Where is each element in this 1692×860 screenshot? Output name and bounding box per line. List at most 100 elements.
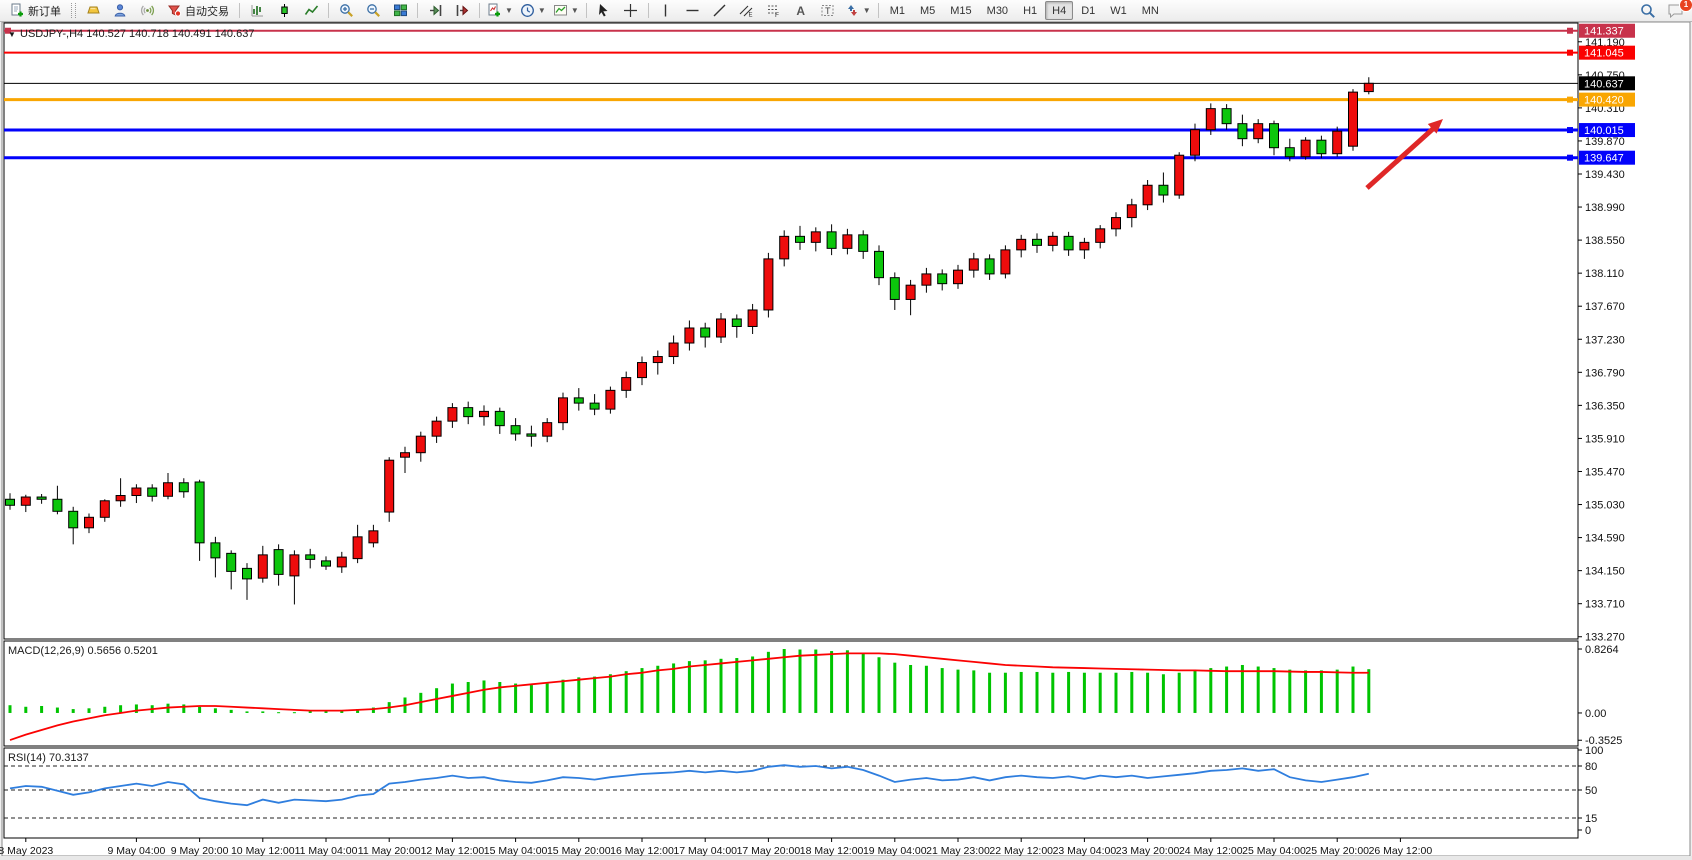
timeframe-m15-button[interactable]: M15 bbox=[950, 4, 972, 17]
periods-button[interactable]: ▼ bbox=[517, 1, 549, 21]
candle bbox=[968, 258, 979, 271]
clock-icon bbox=[520, 4, 534, 17]
candle bbox=[447, 407, 458, 422]
tile-windows-button[interactable] bbox=[387, 1, 413, 21]
bar-chart-mode-button[interactable] bbox=[244, 1, 270, 21]
candle bbox=[20, 496, 31, 506]
candle bbox=[1348, 91, 1358, 147]
timeframe-d1-button[interactable]: D1 bbox=[1081, 4, 1096, 17]
line-chart-mode-button[interactable] bbox=[298, 1, 324, 21]
timeframe-mn-button[interactable]: MN bbox=[1141, 4, 1159, 17]
profiles-button[interactable] bbox=[107, 1, 133, 21]
macd-bar bbox=[1146, 672, 1150, 713]
fibonacci-tool-button[interactable]: F bbox=[761, 1, 787, 21]
macd-bar bbox=[656, 665, 660, 713]
candle bbox=[763, 258, 774, 311]
candle bbox=[210, 542, 221, 559]
ohlc-bars-icon bbox=[251, 5, 263, 17]
metaeditor-button[interactable] bbox=[80, 1, 106, 21]
macd-bar bbox=[1098, 672, 1102, 713]
macd-bar bbox=[1256, 666, 1260, 713]
trendline-tool-button[interactable] bbox=[707, 1, 733, 21]
svg-text:141.045: 141.045 bbox=[1584, 48, 1624, 60]
vertical-line-icon bbox=[665, 4, 667, 17]
channel-icon: E bbox=[739, 5, 753, 18]
signals-button[interactable] bbox=[134, 1, 160, 21]
timeframe-m5-button[interactable]: M5 bbox=[919, 4, 936, 17]
candle bbox=[415, 435, 426, 454]
cursor-tool-button[interactable] bbox=[591, 1, 617, 21]
macd-bar bbox=[1335, 669, 1339, 713]
macd-bar bbox=[71, 709, 75, 713]
candle bbox=[352, 536, 363, 560]
macd-panel: MACD(12,26,9) 0.5656 0.5201 0.8264 0.00 -0.… bbox=[8, 644, 1622, 747]
svg-text:135.910: 135.910 bbox=[1585, 433, 1625, 445]
chat-button[interactable]: 1 bbox=[1662, 0, 1692, 21]
chart-shift-button[interactable] bbox=[449, 1, 475, 21]
svg-text:134.150: 134.150 bbox=[1585, 566, 1625, 578]
line-chart-icon bbox=[304, 5, 318, 15]
arrows-tool-button[interactable]: ▼ bbox=[842, 1, 874, 21]
text-label-tool-button[interactable]: T bbox=[815, 1, 841, 21]
macd-bar bbox=[87, 708, 91, 713]
template-chart-icon bbox=[553, 5, 567, 16]
svg-text:136.790: 136.790 bbox=[1585, 367, 1625, 379]
auto-trading-label: 自动交易 bbox=[185, 5, 229, 18]
macd-bar bbox=[466, 682, 470, 713]
rsi-label: RSI(14) 70.3137 bbox=[8, 752, 89, 764]
toolbar-separator bbox=[417, 3, 418, 18]
indicators-button[interactable]: ▼ bbox=[484, 1, 516, 21]
horizontal-line-tool-button[interactable] bbox=[680, 1, 706, 21]
zoom-in-button[interactable] bbox=[333, 1, 359, 21]
axis-price-badges: 141.337 141.045 140.420 140.015 139.647 140.6… bbox=[1579, 23, 1635, 165]
macd-bar bbox=[924, 665, 928, 713]
timeframe-h4-button[interactable]: H4 bbox=[1045, 1, 1074, 20]
vertical-line-tool-button[interactable] bbox=[653, 1, 679, 21]
candle bbox=[668, 342, 679, 358]
auto-scroll-button[interactable] bbox=[422, 1, 448, 21]
line-handle[interactable] bbox=[5, 27, 11, 34]
macd-bar bbox=[1272, 668, 1276, 713]
candlestick-mode-button[interactable] bbox=[271, 1, 297, 21]
svg-text:8 May 2023: 8 May 2023 bbox=[0, 845, 53, 857]
svg-text:10 May 12:00: 10 May 12:00 bbox=[231, 845, 295, 857]
price-chart[interactable]: 141.190140.750140.310139.870139.430138.9… bbox=[0, 22, 1692, 860]
trend-arrow-annotation[interactable] bbox=[1427, 119, 1443, 134]
auto-trading-button[interactable]: 自动交易 bbox=[161, 1, 235, 21]
macd-bar bbox=[956, 669, 960, 713]
candle bbox=[1237, 123, 1248, 140]
zoom-out-button[interactable] bbox=[360, 1, 386, 21]
macd-bar bbox=[561, 679, 565, 713]
macd-bar bbox=[719, 658, 723, 713]
candle bbox=[684, 327, 695, 344]
svg-text:100: 100 bbox=[1585, 745, 1603, 757]
svg-text:9 May 04:00: 9 May 04:00 bbox=[108, 845, 166, 857]
timeframe-m1-button[interactable]: M1 bbox=[889, 4, 905, 17]
equidistant-channel-tool-button[interactable]: E bbox=[734, 1, 760, 21]
horizontal-level-lines[interactable] bbox=[4, 27, 1578, 161]
timeframe-h1-button[interactable]: H1 bbox=[1023, 4, 1038, 17]
timeframe-m30-button[interactable]: M30 bbox=[986, 4, 1009, 17]
macd-bar bbox=[782, 649, 786, 713]
new-order-button[interactable]: 新订单 bbox=[4, 1, 67, 21]
crosshair-tool-button[interactable] bbox=[618, 1, 644, 21]
text-tool-button[interactable]: A bbox=[788, 1, 814, 21]
timeframe-w1-button[interactable]: W1 bbox=[1110, 4, 1127, 17]
svg-text:18 May 12:00: 18 May 12:00 bbox=[800, 845, 864, 857]
macd-bar bbox=[703, 660, 707, 713]
macd-bar bbox=[861, 652, 865, 713]
candle bbox=[1063, 235, 1074, 251]
macd-bar bbox=[672, 663, 676, 713]
search-button[interactable] bbox=[1635, 1, 1661, 21]
svg-text:25 May 20:00: 25 May 20:00 bbox=[1305, 845, 1369, 857]
candle bbox=[589, 402, 600, 410]
candle bbox=[384, 459, 395, 513]
candle bbox=[289, 554, 300, 577]
macd-bar bbox=[830, 651, 834, 713]
macd-bar bbox=[435, 688, 439, 713]
price-axis[interactable]: 141.190140.750140.310139.870139.430138.9… bbox=[1578, 37, 1625, 644]
templates-button[interactable]: ▼ bbox=[550, 1, 582, 21]
macd-bar bbox=[1351, 666, 1355, 713]
macd-bar bbox=[766, 651, 770, 713]
time-axis[interactable]: 8 May 2023 9 May 04:00 9 May 20:00 10 May 1… bbox=[0, 838, 1432, 857]
